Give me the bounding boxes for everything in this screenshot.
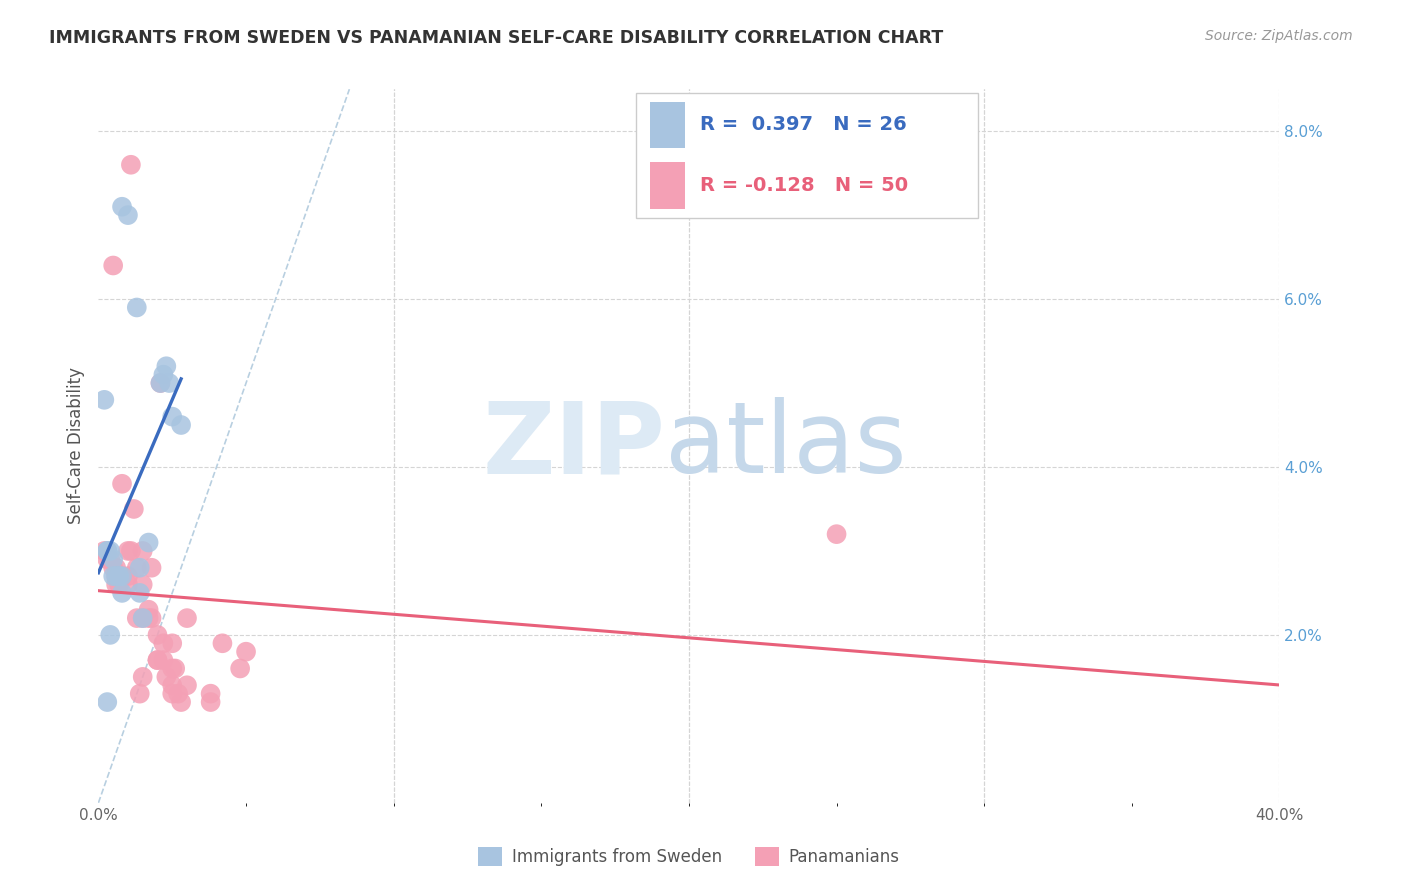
FancyBboxPatch shape	[636, 93, 979, 218]
Point	[93, 544, 115, 558]
Point	[98, 552, 121, 566]
Point	[170, 417, 193, 432]
Point	[200, 687, 222, 701]
Point	[120, 544, 142, 558]
Point	[93, 392, 115, 407]
Point	[132, 577, 155, 591]
Point	[146, 653, 169, 667]
Point	[105, 569, 128, 583]
Point	[235, 645, 257, 659]
Point	[132, 611, 155, 625]
Point	[96, 695, 118, 709]
Point	[162, 636, 183, 650]
Point	[98, 544, 121, 558]
Text: atlas: atlas	[665, 398, 907, 494]
Point	[132, 611, 155, 625]
Point	[132, 544, 155, 558]
Point	[152, 368, 174, 382]
Point	[167, 687, 190, 701]
Point	[128, 687, 150, 701]
Point	[108, 569, 131, 583]
FancyBboxPatch shape	[650, 102, 685, 148]
Point	[111, 476, 134, 491]
Point	[138, 603, 160, 617]
Point	[146, 653, 169, 667]
Point	[103, 552, 125, 566]
Text: R =  0.397   N = 26: R = 0.397 N = 26	[700, 115, 907, 135]
Text: R = -0.128   N = 50: R = -0.128 N = 50	[700, 176, 908, 195]
Point	[176, 611, 198, 625]
Point	[125, 560, 148, 574]
Point	[111, 200, 134, 214]
Point	[125, 301, 148, 315]
Point	[155, 670, 177, 684]
FancyBboxPatch shape	[650, 162, 685, 209]
Text: Source: ZipAtlas.com: Source: ZipAtlas.com	[1205, 29, 1353, 43]
Point	[105, 577, 128, 591]
Point	[105, 569, 128, 583]
Point	[157, 376, 180, 390]
Point	[111, 569, 134, 583]
Point	[117, 544, 139, 558]
Point	[111, 586, 134, 600]
Point	[211, 636, 233, 650]
Point	[117, 569, 139, 583]
Point	[229, 661, 252, 675]
Point	[96, 552, 118, 566]
Point	[200, 695, 222, 709]
Point	[141, 611, 163, 625]
Point	[162, 409, 183, 424]
Point	[120, 158, 142, 172]
Point	[138, 611, 160, 625]
Point	[117, 577, 139, 591]
Point	[128, 560, 150, 574]
Point	[146, 628, 169, 642]
Y-axis label: Self-Care Disability: Self-Care Disability	[66, 368, 84, 524]
Point	[108, 569, 131, 583]
Point	[96, 544, 118, 558]
Point	[825, 527, 848, 541]
Point	[162, 678, 183, 692]
Point	[155, 359, 177, 374]
Point	[128, 586, 150, 600]
Point	[162, 687, 183, 701]
Point	[117, 208, 139, 222]
Point	[176, 678, 198, 692]
Text: IMMIGRANTS FROM SWEDEN VS PANAMANIAN SELF-CARE DISABILITY CORRELATION CHART: IMMIGRANTS FROM SWEDEN VS PANAMANIAN SEL…	[49, 29, 943, 46]
Point	[96, 544, 118, 558]
Point	[149, 376, 172, 390]
Point	[98, 628, 121, 642]
Point	[165, 661, 187, 675]
Point	[152, 636, 174, 650]
Point	[138, 535, 160, 549]
Point	[149, 376, 172, 390]
Point	[132, 670, 155, 684]
Point	[103, 560, 125, 574]
Legend: Immigrants from Sweden, Panamanians: Immigrants from Sweden, Panamanians	[471, 840, 907, 873]
Point	[152, 653, 174, 667]
Point	[111, 569, 134, 583]
Point	[103, 569, 125, 583]
Text: ZIP: ZIP	[482, 398, 665, 494]
Point	[105, 560, 128, 574]
Point	[103, 259, 125, 273]
Point	[162, 661, 183, 675]
Point	[108, 577, 131, 591]
Point	[141, 560, 163, 574]
Point	[125, 611, 148, 625]
Point	[122, 502, 145, 516]
Point	[170, 695, 193, 709]
